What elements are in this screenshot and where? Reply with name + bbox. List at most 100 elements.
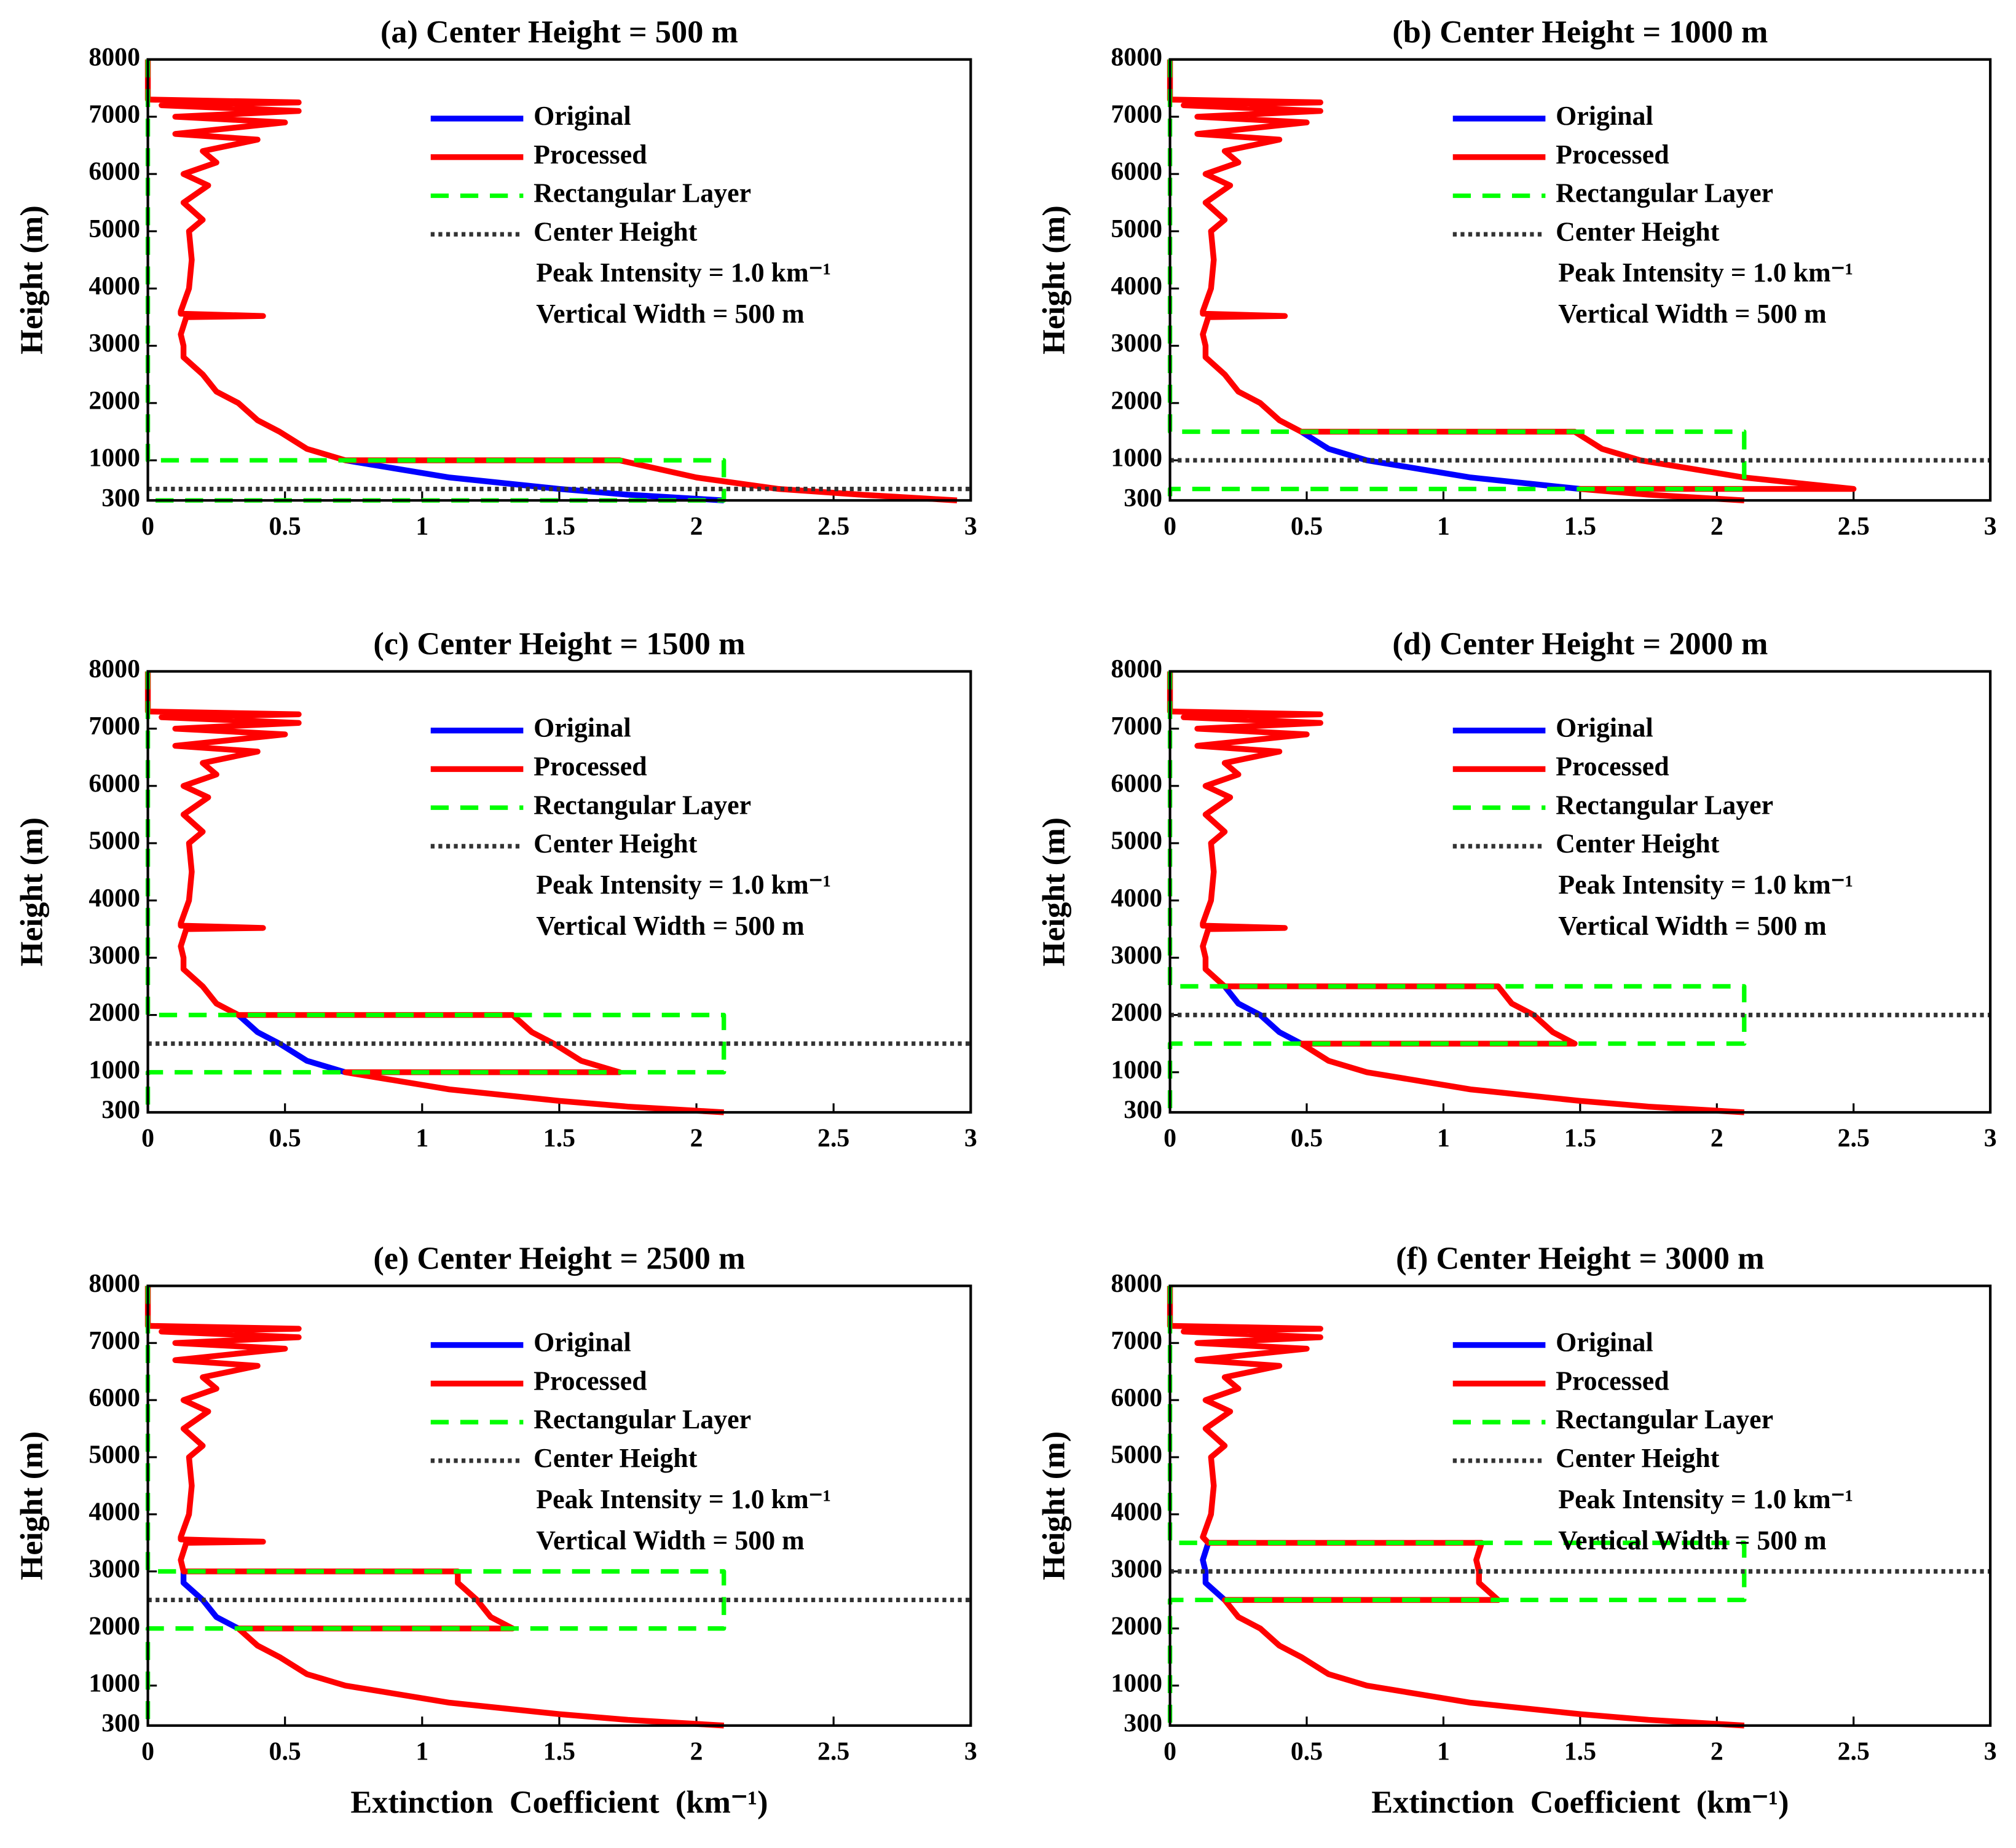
y-tick-label: 8000 <box>1111 1270 1162 1298</box>
x-tick-label: 3 <box>964 1737 977 1766</box>
x-tick-label: 0 <box>141 1737 154 1766</box>
y-tick-label: 6000 <box>89 769 140 798</box>
x-tick-label: 2 <box>690 513 703 541</box>
annotation: Vertical Width = 500 m <box>1558 1525 1826 1555</box>
x-tick-label: 0 <box>141 1125 154 1153</box>
y-tick-label: 2000 <box>89 999 140 1027</box>
y-tick-label: 5000 <box>89 1441 140 1469</box>
y-tick-label: 300 <box>1124 1096 1162 1125</box>
annotation: Peak Intensity = 1.0 km⁻¹ <box>536 870 831 900</box>
legend-label: Center Height <box>534 1443 698 1473</box>
plot-area <box>148 59 971 501</box>
y-tick-label: 8000 <box>1111 655 1162 683</box>
annotation: Vertical Width = 500 m <box>1558 299 1826 329</box>
y-tick-label: 1000 <box>89 1669 140 1697</box>
y-tick-label: 3000 <box>89 329 140 358</box>
x-tick-label: 2 <box>690 1125 703 1153</box>
legend-label: Rectangular Layer <box>1556 790 1773 820</box>
x-tick-label: 1 <box>1437 1125 1450 1153</box>
x-tick-label: 1 <box>415 1125 428 1153</box>
annotation: Vertical Width = 500 m <box>1558 911 1826 941</box>
legend-label: Processed <box>1556 752 1669 782</box>
x-tick-label: 1.5 <box>543 513 575 541</box>
x-tick-label: 0.5 <box>1291 1737 1323 1766</box>
x-tick-label: 1 <box>415 513 428 541</box>
chart-title: (f) Center Height = 3000 m <box>1396 1241 1764 1276</box>
y-tick-label: 4000 <box>1111 272 1162 301</box>
y-tick-label: 5000 <box>1111 1441 1162 1469</box>
y-tick-label: 8000 <box>1111 43 1162 71</box>
x-tick-label: 0.5 <box>269 1737 301 1766</box>
y-tick-label: 3000 <box>1111 942 1162 970</box>
series-line <box>1299 429 1581 492</box>
x-tick-label: 1 <box>1437 513 1450 541</box>
y-tick-label: 7000 <box>89 712 140 741</box>
legend-label: Center Height <box>534 828 698 859</box>
x-tick-label: 0 <box>141 513 154 541</box>
series-line <box>144 59 958 503</box>
series-line <box>144 1286 724 1729</box>
x-tick-label: 2 <box>1711 1125 1723 1153</box>
y-tick-label: 3000 <box>1111 329 1162 358</box>
y-tick-label: 1000 <box>1111 1669 1162 1697</box>
y-axis-label: Height (m) <box>14 205 49 354</box>
x-tick-label: 0 <box>1164 513 1176 541</box>
y-tick-label: 4000 <box>89 884 140 913</box>
y-tick-label: 3000 <box>1111 1555 1162 1583</box>
y-tick-label: 6000 <box>1111 1384 1162 1412</box>
x-tick-label: 0.5 <box>1291 1125 1323 1153</box>
y-tick-label: 6000 <box>89 1384 140 1412</box>
legend-label: Rectangular Layer <box>534 1404 751 1434</box>
legend-label: Center Height <box>1556 828 1720 859</box>
y-tick-label: 5000 <box>89 827 140 855</box>
plot-area <box>1170 1286 1991 1726</box>
y-tick-label: 5000 <box>89 215 140 243</box>
plot-area <box>1170 671 1991 1112</box>
legend-label: Original <box>534 1327 631 1358</box>
legend-label: Processed <box>1556 1366 1669 1396</box>
x-tick-label: 3 <box>1984 1737 1997 1766</box>
legend-label: Original <box>534 101 631 131</box>
y-axis-label: Height (m) <box>1036 1431 1071 1580</box>
plot-frame <box>1168 58 1992 502</box>
x-tick-label: 1 <box>415 1737 428 1766</box>
y-tick-label: 300 <box>101 1096 140 1125</box>
y-tick-label: 2000 <box>1111 387 1162 415</box>
y-tick-label: 6000 <box>89 158 140 186</box>
y-tick-label: 2000 <box>1111 999 1162 1027</box>
legend-label: Center Height <box>1556 1443 1720 1473</box>
y-tick-label: 5000 <box>1111 827 1162 855</box>
y-tick-label: 2000 <box>89 387 140 415</box>
chart-title: (d) Center Height = 2000 m <box>1392 626 1768 662</box>
series-line <box>145 671 726 1112</box>
x-tick-label: 2.5 <box>1838 1737 1870 1766</box>
legend-label: Original <box>1556 713 1653 743</box>
chart-title: (e) Center Height = 2500 m <box>373 1241 745 1276</box>
y-tick-label: 4000 <box>89 272 140 301</box>
annotation: Vertical Width = 500 m <box>536 1525 804 1555</box>
x-tick-label: 1.5 <box>1564 1125 1596 1153</box>
annotation: Peak Intensity = 1.0 km⁻¹ <box>536 258 831 288</box>
y-tick-label: 2000 <box>89 1612 140 1640</box>
x-tick-label: 1.5 <box>543 1125 575 1153</box>
y-tick-label: 8000 <box>89 1270 140 1298</box>
legend-label: Rectangular Layer <box>1556 178 1773 208</box>
x-tick-label: 0 <box>1164 1737 1176 1766</box>
series-line <box>1222 985 1303 1047</box>
y-tick-label: 7000 <box>1111 1327 1162 1355</box>
series-line <box>1167 59 1857 503</box>
x-tick-label: 2.5 <box>817 1737 849 1766</box>
y-tick-label: 7000 <box>89 101 140 129</box>
plot-area <box>148 1286 971 1726</box>
x-tick-label: 2 <box>1711 1737 1723 1766</box>
legend-label: Processed <box>1556 140 1669 170</box>
legend-label: Processed <box>534 752 647 782</box>
plot-frame <box>146 1284 972 1727</box>
x-axis-label: Extinction Coefficient (km⁻¹) <box>1371 1784 1789 1820</box>
y-axis-label: Height (m) <box>1036 205 1071 354</box>
x-tick-label: 2.5 <box>1838 513 1870 541</box>
x-tick-label: 0.5 <box>269 513 301 541</box>
y-tick-label: 4000 <box>1111 884 1162 913</box>
annotation: Peak Intensity = 1.0 km⁻¹ <box>1558 1484 1853 1514</box>
